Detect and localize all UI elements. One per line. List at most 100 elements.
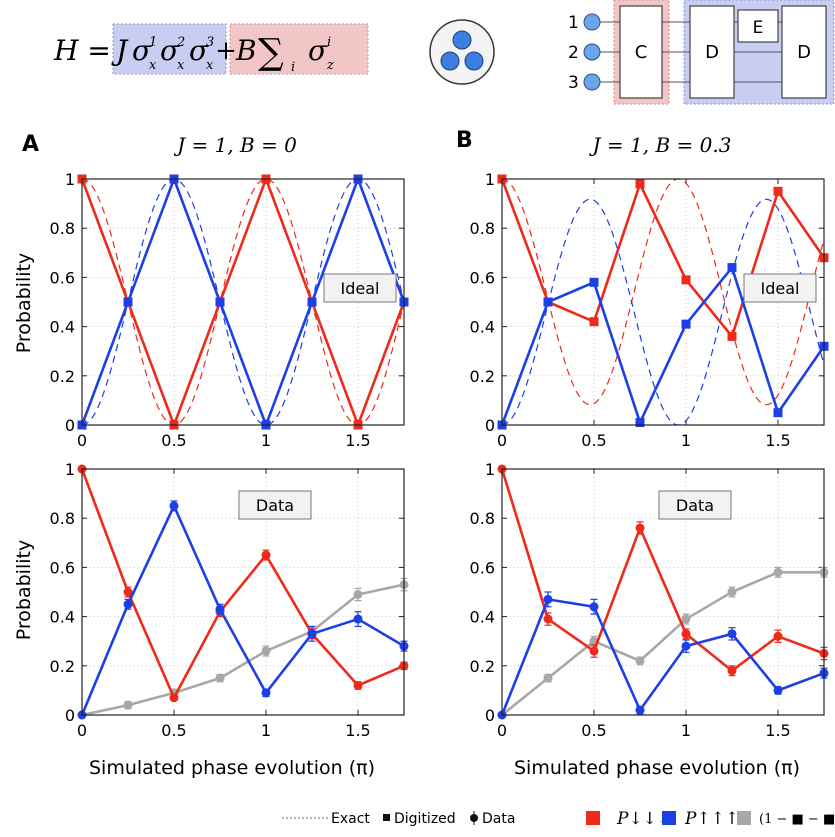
point-a-data-blue-6 — [353, 614, 363, 624]
hamiltonian-lhs: H = — [53, 34, 111, 67]
y-tick-label-b-ideal-5: 1 — [485, 170, 495, 189]
legend-digitized: Digitized — [394, 811, 456, 827]
hamiltonian-sum-sub: i — [291, 60, 295, 75]
series-line-a-ideal-blue — [80, 177, 406, 427]
point-b-ideal-red-4 — [681, 275, 691, 285]
point-b-data-gray-3 — [635, 656, 645, 666]
x-tick-label-b-data-2: 1 — [681, 721, 691, 740]
series-line-a-ideal-red — [80, 177, 406, 427]
ylabel-top: Probability — [13, 253, 35, 353]
y-tick-label-b-ideal-0: 0 — [485, 416, 495, 435]
point-b-ideal-blue-1 — [543, 297, 553, 307]
point-b-data-gray-6 — [773, 567, 783, 577]
gate-d1: D — [705, 42, 719, 63]
sigma-z-sub: z — [326, 58, 334, 73]
quantum-circuit: 1 2 3 C D E D — [568, 0, 835, 105]
x-tick-label-b-ideal-1: 0.5 — [581, 431, 606, 450]
x-tick-label-b-ideal-3: 1.5 — [765, 431, 790, 450]
y-tick-label-a-ideal-3: 0.6 — [50, 268, 75, 287]
plot-frame-a-data — [81, 468, 405, 716]
sigma-2-sub: x — [177, 58, 185, 73]
x-tick-label-b-ideal-0: 0 — [497, 431, 507, 450]
label-box-a-data — [238, 490, 312, 520]
y-tick-label-a-data-4: 0.8 — [50, 509, 75, 528]
qubit-label-1: 1 — [568, 13, 579, 33]
legend-exact: Exact — [331, 811, 370, 827]
point-a-ideal-blue-3 — [215, 297, 225, 307]
point-a-data-gray-4 — [261, 646, 271, 656]
three-ion-icon — [429, 19, 495, 85]
legend-gray-swatch — [737, 811, 751, 825]
gate-c: C — [635, 42, 648, 63]
point-b-data-red-4 — [681, 629, 691, 639]
label-text-b-ideal: Ideal — [761, 279, 800, 298]
point-b-data-red-6 — [773, 631, 783, 641]
point-b-data-red-1 — [543, 614, 553, 624]
point-a-data-red-6 — [353, 680, 363, 690]
plot-frame-b-data — [501, 468, 825, 716]
x-tick-label-a-data-0: 0 — [77, 721, 87, 740]
sigma-1: σ — [132, 34, 152, 67]
point-b-ideal-blue-3 — [635, 418, 645, 428]
exact-curve-a-ideal-blue — [81, 178, 405, 426]
sigma-z: σ — [308, 34, 328, 67]
point-a-data-gray-1 — [123, 700, 133, 710]
x-tick-label-b-data-3: 1.5 — [765, 721, 790, 740]
sigma-3-sup: 3 — [206, 35, 214, 50]
label-text-a-data: Data — [256, 496, 294, 515]
chart-panel-a-data: 0 0.5 1 1.5 0 0.2 0.4 0.6 0.8 1 Data — [50, 460, 409, 740]
point-b-ideal-red-2 — [589, 317, 599, 327]
point-b-data-blue-6 — [773, 685, 783, 695]
sigma-3: σ — [189, 34, 209, 67]
label-text-a-ideal: Ideal — [341, 279, 380, 298]
point-a-data-red-2 — [169, 693, 179, 703]
point-b-data-blue-5 — [727, 629, 737, 639]
point-b-data-blue-3 — [635, 705, 645, 715]
sigma-3-sub: x — [206, 58, 214, 73]
y-tick-label-b-data-2: 0.4 — [470, 608, 495, 627]
y-tick-label-a-ideal-5: 1 — [65, 170, 75, 189]
point-a-data-blue-2 — [169, 501, 179, 511]
plot-frame-a-ideal — [81, 178, 405, 426]
hamiltonian-term2-coeff: B — [235, 34, 257, 67]
xlabel-a: Simulated phase evolution (π) — [89, 757, 375, 779]
series-line-a-data-red — [80, 468, 405, 700]
point-b-data-red-5 — [727, 666, 737, 676]
y-tick-label-b-data-3: 0.6 — [470, 558, 495, 577]
series-line-b-ideal-red — [500, 178, 826, 338]
point-b-ideal-red-5 — [727, 331, 737, 341]
panel-b-title: J = 1, B = 0.3 — [589, 133, 732, 157]
ylabel-bottom: Probability — [13, 540, 35, 640]
point-a-data-gray-3 — [215, 673, 225, 683]
y-tick-label-b-data-0: 0 — [485, 706, 495, 725]
point-b-ideal-blue-2 — [589, 277, 599, 287]
exact-curve-b-ideal-blue — [501, 198, 825, 426]
series-line-b-data-red — [500, 468, 825, 673]
sigma-2-sup: 2 — [176, 35, 185, 50]
x-tick-label-a-ideal-1: 0.5 — [161, 431, 186, 450]
sigma-2: σ — [160, 34, 180, 67]
qubit-label-2: 2 — [568, 43, 579, 63]
point-b-data-blue-2 — [589, 602, 599, 612]
y-tick-label-a-data-5: 1 — [65, 460, 75, 479]
hamiltonian-plus: + — [215, 36, 237, 66]
point-a-data-blue-5 — [307, 629, 317, 639]
point-a-data-red-1 — [123, 587, 133, 597]
y-tick-label-b-ideal-4: 0.8 — [470, 219, 495, 238]
point-a-ideal-blue-5 — [307, 297, 317, 307]
point-b-data-gray-1 — [543, 673, 553, 683]
exact-curve-a-ideal-red — [81, 178, 405, 426]
y-tick-label-a-data-3: 0.6 — [50, 558, 75, 577]
hamiltonian: H = J σ 1 x σ 2 x σ 3 x + B ∑ i σ i z — [53, 23, 369, 75]
legend-digitized-marker — [383, 814, 390, 821]
x-tick-label-a-ideal-3: 1.5 — [345, 431, 370, 450]
label-box-a-ideal — [323, 273, 397, 303]
point-b-ideal-blue-5 — [727, 263, 737, 273]
qubit-label-3: 3 — [568, 73, 579, 93]
sigma-1-sup: 1 — [149, 35, 157, 50]
y-tick-label-a-ideal-1: 0.2 — [50, 367, 75, 386]
panel-b-letter: B — [456, 128, 473, 153]
series-line-b-ideal-blue — [500, 266, 826, 426]
y-tick-label-a-ideal-2: 0.4 — [50, 318, 75, 337]
